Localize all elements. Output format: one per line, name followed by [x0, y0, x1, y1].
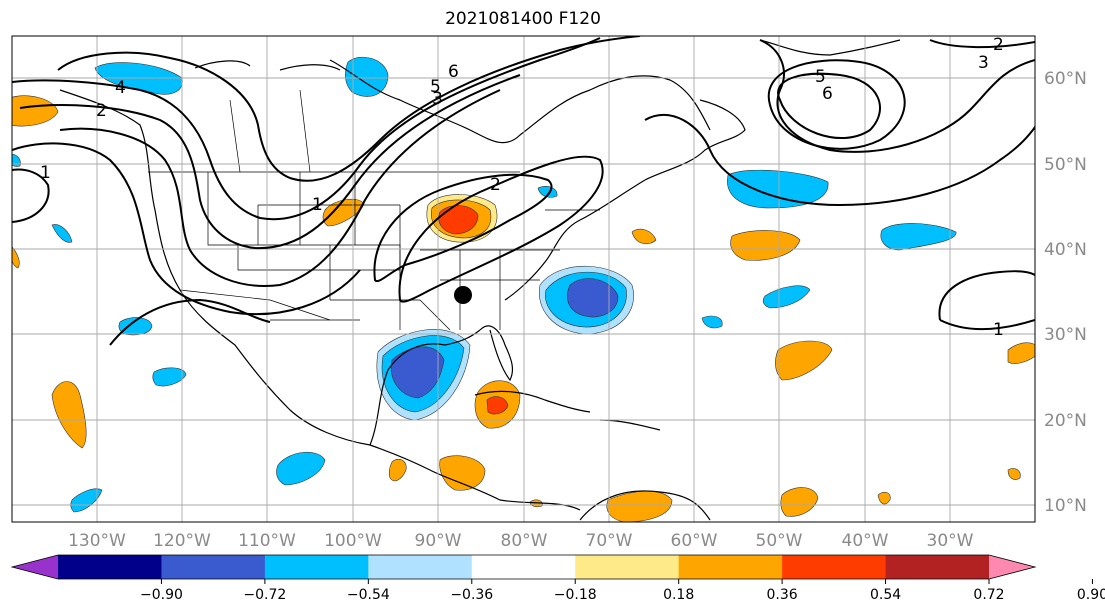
colorbar-swatch — [58, 555, 162, 579]
point-marker — [454, 286, 472, 304]
lon-label: 30°W — [927, 531, 974, 551]
lat-label: 40°N — [1044, 240, 1087, 260]
contour-lines — [12, 36, 1035, 346]
lon-label: 120°W — [153, 531, 211, 551]
contour-label: 3 — [432, 89, 443, 109]
colorbar-tick-label: 0.90 — [1077, 587, 1105, 603]
lon-label: 40°W — [842, 531, 889, 551]
colorbar-tick-label: −0.72 — [243, 587, 286, 603]
colorbar-extend-low — [12, 555, 58, 579]
lat-label: 50°N — [1044, 155, 1087, 175]
contour-label: 5 — [815, 67, 826, 87]
colorbar-swatch — [471, 555, 576, 579]
lon-label: 80°W — [501, 531, 548, 551]
colorbar: −0.90 −0.72 −0.54 −0.36 −0.18 0.18 0.36 0.54 0.7… — [10, 554, 1105, 603]
lon-label: 60°W — [671, 531, 718, 551]
contour-label: 1 — [40, 163, 51, 183]
contour-label: 2 — [993, 35, 1004, 55]
colorbar-swatch — [161, 555, 266, 579]
colorbar-tick-label: 0.54 — [870, 587, 901, 603]
colorbar-tick-label: −0.90 — [140, 587, 183, 603]
contour-label: 4 — [115, 78, 126, 98]
map-area — [12, 36, 1035, 522]
colorbar-tick-label: −0.54 — [347, 587, 390, 603]
colorbar-swatch — [782, 555, 887, 579]
colorbar-extend-high — [989, 555, 1035, 579]
colorbar-swatch — [575, 555, 680, 579]
contour-label: 2 — [490, 175, 501, 195]
colorbar-swatch — [264, 555, 369, 579]
contour-label: 5 — [430, 77, 441, 97]
graticule — [12, 36, 1035, 522]
colorbar-swatch — [368, 555, 473, 579]
contour-label: 2 — [96, 101, 107, 121]
contour-labels: 4 2 1 6 5 3 1 2 2 3 6 5 1 — [40, 35, 1004, 340]
colorbar-tick-label: 0.18 — [663, 587, 694, 603]
anomaly-shading — [12, 56, 1035, 522]
longitude-labels: 130°W 120°W 110°W 100°W 90°W 80°W 70°W 6… — [68, 531, 974, 551]
contour-label: 1 — [312, 195, 323, 215]
lon-label: 70°W — [586, 531, 633, 551]
colorbar-swatch — [678, 555, 783, 579]
lon-label: 110°W — [238, 531, 296, 551]
lon-label: 130°W — [68, 531, 126, 551]
latitude-labels: 60°N 50°N 40°N 30°N 20°N 10°N — [1044, 69, 1087, 516]
coastlines — [59, 39, 901, 521]
colorbar-tick-label: 0.72 — [973, 587, 1004, 603]
lon-label: 50°W — [756, 531, 803, 551]
contour-label: 6 — [448, 62, 459, 82]
colorbar-swatch — [885, 555, 990, 579]
contour-label: 3 — [978, 53, 989, 73]
lon-label: 100°W — [324, 531, 382, 551]
colorbar-tick-label: −0.18 — [554, 587, 597, 603]
lon-label: 90°W — [415, 531, 462, 551]
lat-label: 10°N — [1044, 496, 1087, 516]
map-border — [11, 35, 1036, 523]
colorbar-tick-label: 0.36 — [767, 587, 798, 603]
lat-label: 20°N — [1044, 411, 1087, 431]
contour-label: 1 — [993, 320, 1004, 340]
map-title: 2021081400 F120 — [445, 9, 601, 29]
lat-label: 30°N — [1044, 325, 1087, 345]
colorbar-tick-label: −0.36 — [450, 587, 493, 603]
lat-label: 60°N — [1044, 69, 1087, 89]
contour-label: 6 — [822, 84, 833, 104]
colorbar-outline — [10, 554, 1037, 580]
